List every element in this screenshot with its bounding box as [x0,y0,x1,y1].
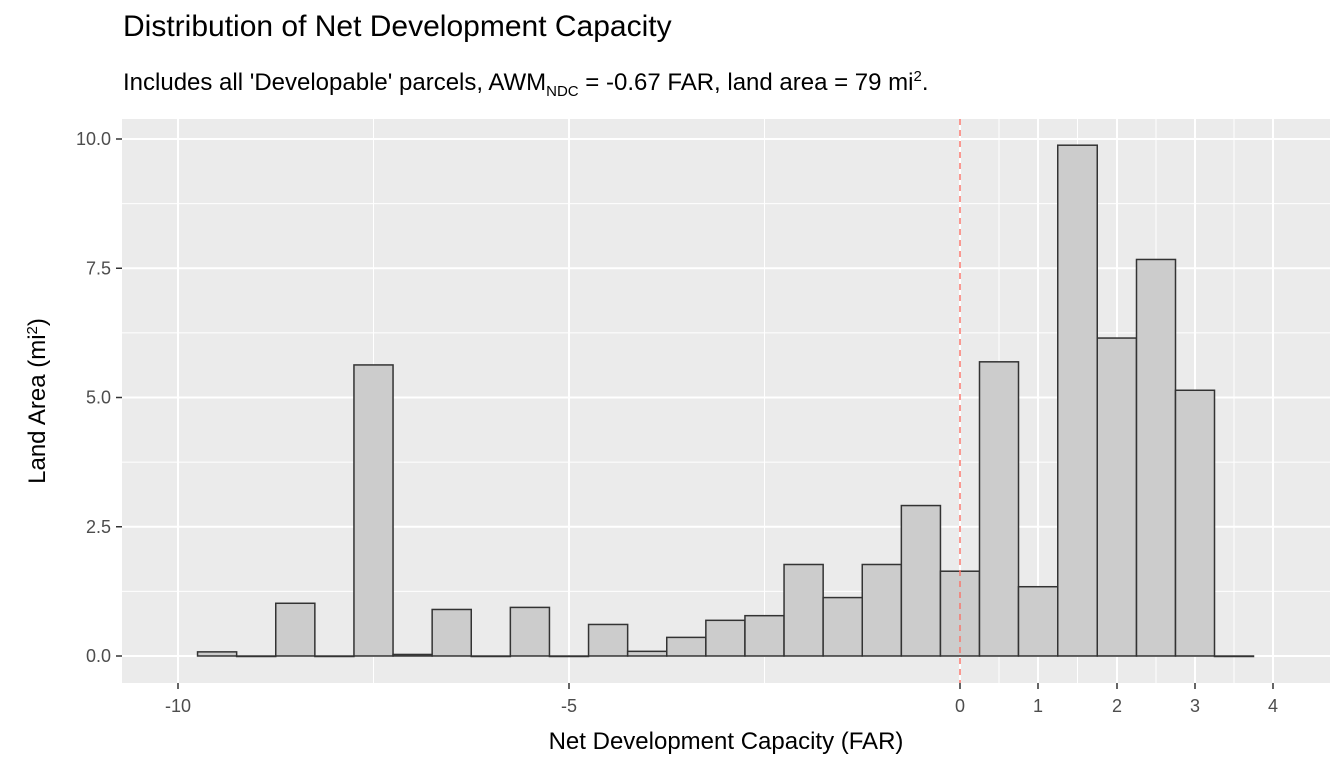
subtitle-superscript: 2 [913,68,922,85]
histogram-bar [548,655,590,658]
x-tick-label: -10 [165,696,191,716]
histogram-bar [666,636,707,657]
histogram-bar [1213,655,1255,658]
histogram-bar [275,602,316,657]
histogram-bar [1057,144,1098,657]
histogram-bar [470,655,512,658]
histogram-bar [900,504,942,657]
histogram-bar [1174,389,1216,657]
histogram-bars [196,144,1255,658]
histogram-bar [1096,337,1138,657]
histogram-bar [1017,585,1059,657]
x-tick-label: 1 [1033,696,1043,716]
histogram-bar [783,563,824,657]
subtitle-suffix: . [921,69,929,96]
histogram-bar [822,596,864,657]
y-tick-label: 7.5 [86,258,111,278]
y-axis-title-sup: 2 [24,326,41,334]
y-axis-ticks: 0.0 2.5 5.0 7.5 10.0 [76,129,122,666]
chart-subtitle: Includes all 'Developable' parcels, AWMN… [123,68,929,100]
histogram-bar [1135,258,1177,657]
histogram-bar [314,655,355,658]
histogram-bar [861,563,903,657]
histogram-bar [705,619,746,657]
histogram-bar [626,650,668,657]
x-tick-label: 3 [1190,696,1200,716]
y-tick-label: 5.0 [86,388,111,408]
y-axis-title-main: Land Area (mi [24,334,51,483]
subtitle-subscript: NDC [546,82,579,100]
histogram-bar [196,651,238,657]
histogram-bar [978,361,1020,657]
y-tick-label: 2.5 [86,517,111,537]
x-tick-label: 2 [1112,696,1122,716]
x-axis-title: Net Development Capacity (FAR) [549,728,904,755]
y-tick-label: 10.0 [76,129,111,149]
y-tick-label: 0.0 [86,646,111,666]
x-tick-label: -5 [561,696,577,716]
histogram-bar [392,653,433,657]
histogram-bar [235,655,277,658]
x-tick-label: 0 [955,696,965,716]
subtitle-prefix: Includes all 'Developable' parcels, AWM [123,69,547,96]
x-tick-label: 4 [1268,696,1278,716]
histogram-bar [587,623,629,657]
x-axis-ticks: -10 -5 0 1 2 3 4 [165,683,1278,716]
histogram-bar [744,614,785,657]
y-axis-title-end: ) [24,318,51,326]
histogram-bar [509,606,551,657]
chart-title: Distribution of Net Development Capacity [123,10,672,43]
histogram-bar [353,364,394,657]
y-axis-title: Land Area (mi2) [24,318,52,484]
histogram-bar [431,608,472,657]
subtitle-middle: = -0.67 FAR, land area = 79 mi [578,69,914,96]
